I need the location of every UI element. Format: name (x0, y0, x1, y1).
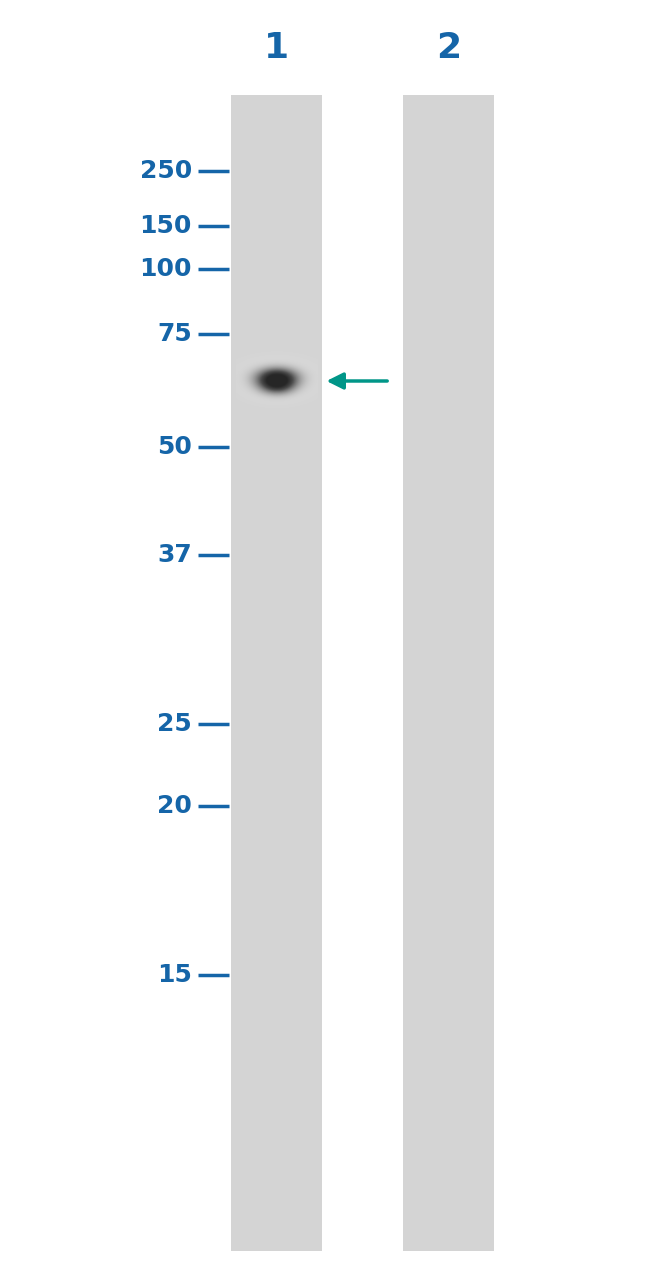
Text: 50: 50 (157, 436, 192, 458)
Bar (403, 95, 494, 1251)
Bar (231, 95, 322, 1251)
Text: 100: 100 (139, 258, 192, 281)
Text: 150: 150 (139, 215, 192, 237)
Text: 15: 15 (157, 964, 192, 987)
Text: 25: 25 (157, 712, 192, 735)
Text: 37: 37 (157, 544, 192, 566)
Text: 250: 250 (140, 160, 192, 183)
Text: 1: 1 (264, 32, 289, 65)
Text: 75: 75 (157, 323, 192, 345)
Text: 2: 2 (436, 32, 461, 65)
Text: 20: 20 (157, 795, 192, 818)
